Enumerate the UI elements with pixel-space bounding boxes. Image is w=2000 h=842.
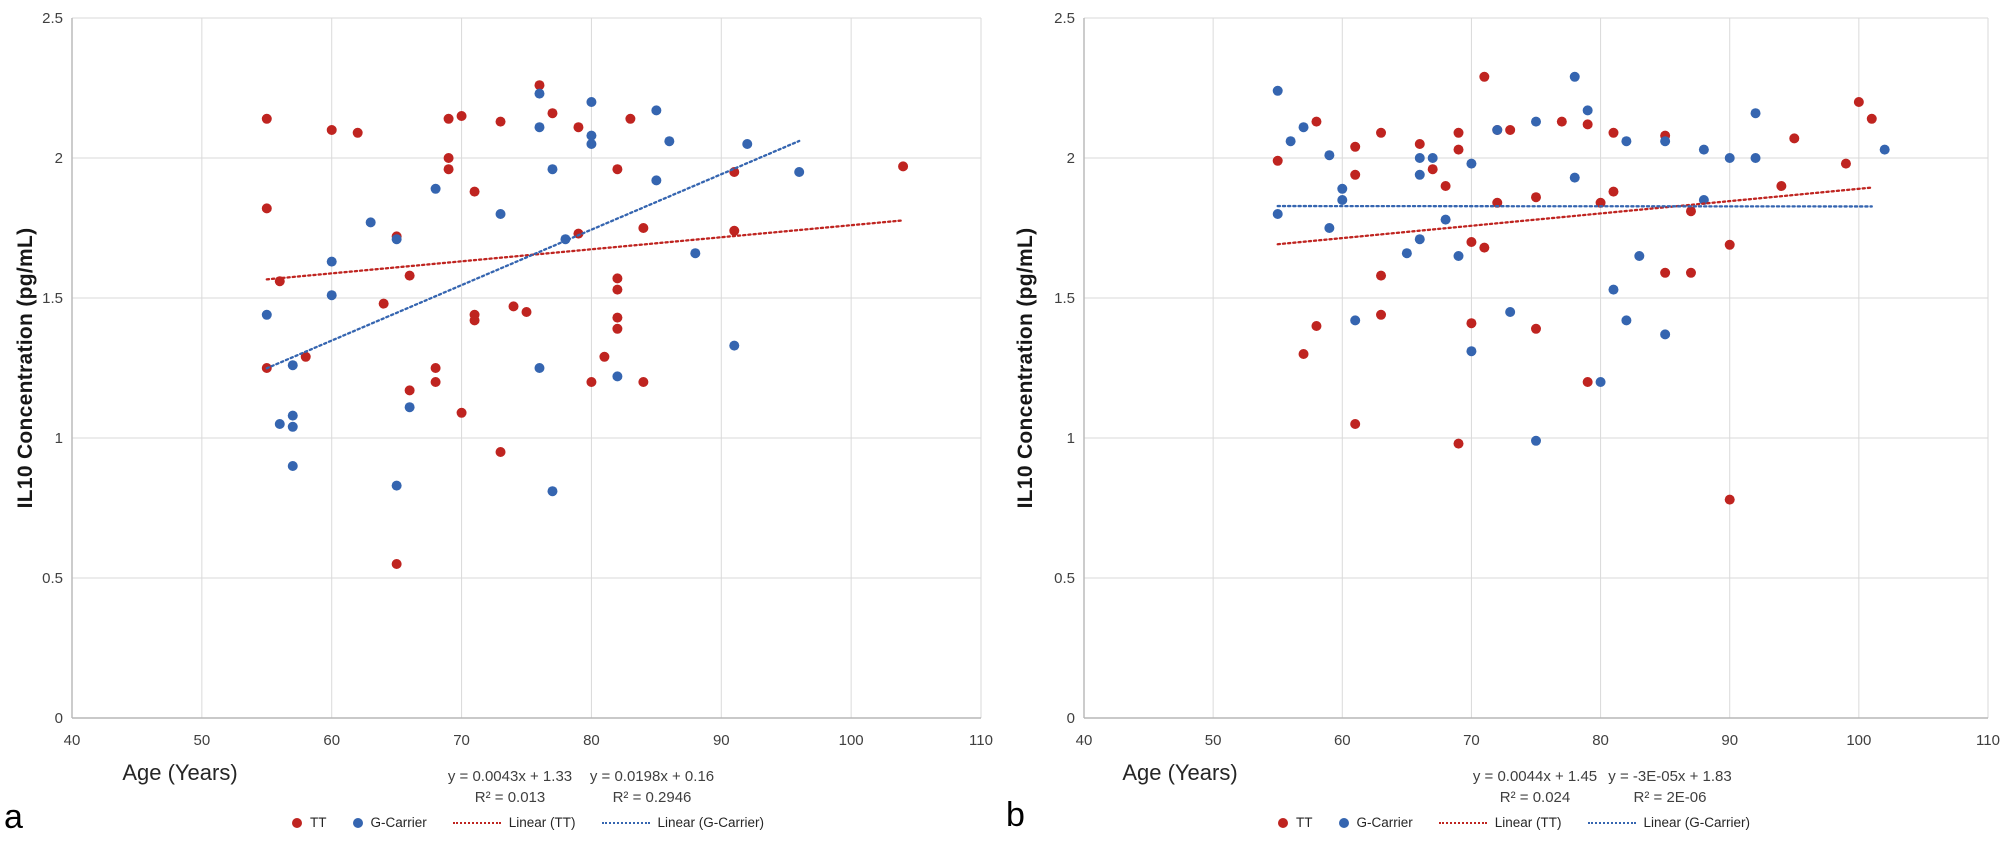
gcarrier-marker-icon bbox=[352, 817, 363, 828]
svg-text:1: 1 bbox=[55, 430, 63, 447]
svg-text:1.5: 1.5 bbox=[1054, 290, 1075, 307]
legend: TT G-Carrier Linear (TT) Linear (G-Carri… bbox=[292, 815, 764, 830]
legend-label: Linear (TT) bbox=[508, 815, 576, 830]
svg-text:90: 90 bbox=[713, 732, 730, 749]
svg-text:2.5: 2.5 bbox=[1054, 10, 1075, 27]
r-squared-text: R² = 0.024 bbox=[1499, 789, 1571, 806]
svg-text:2.5: 2.5 bbox=[42, 10, 63, 27]
svg-text:80: 80 bbox=[1592, 732, 1609, 749]
legend-label: Linear (G-Carrier) bbox=[657, 815, 765, 830]
panel-label-a: a bbox=[4, 798, 23, 836]
legend-item-tt: TT bbox=[292, 815, 327, 830]
trendline-equation-gcarrier: y = -3E-05x + 1.83 R² = 2E-06 bbox=[1580, 766, 1760, 808]
svg-text:0.5: 0.5 bbox=[1054, 570, 1075, 587]
trendline-equation-tt: y = 0.0044x + 1.45 R² = 0.024 bbox=[1445, 766, 1625, 808]
svg-text:90: 90 bbox=[1721, 732, 1738, 749]
legend-item-gcarrier: G-Carrier bbox=[352, 815, 427, 830]
tt-marker-icon bbox=[292, 817, 302, 828]
dotted-line-icon bbox=[1438, 821, 1487, 824]
x-axis-title: Age (Years) bbox=[122, 760, 238, 785]
svg-text:60: 60 bbox=[323, 732, 340, 749]
svg-text:0.5: 0.5 bbox=[42, 570, 63, 587]
dotted-line-icon bbox=[452, 821, 501, 824]
dotted-line-icon bbox=[1587, 821, 1636, 824]
equation-text: y = 0.0043x + 1.33 bbox=[447, 768, 573, 785]
legend-label: G-Carrier bbox=[1356, 815, 1413, 830]
legend-label: TT bbox=[310, 815, 327, 830]
tt-marker-icon bbox=[1278, 817, 1288, 828]
svg-text:100: 100 bbox=[1846, 732, 1871, 749]
legend-item-tt: TT bbox=[1278, 815, 1313, 830]
panel-label-b: b bbox=[1006, 796, 1025, 834]
svg-text:1: 1 bbox=[1067, 430, 1075, 447]
svg-text:110: 110 bbox=[1976, 732, 2000, 749]
legend-label: Linear (TT) bbox=[1494, 815, 1562, 830]
svg-text:2: 2 bbox=[55, 150, 63, 167]
svg-text:1.5: 1.5 bbox=[42, 290, 63, 307]
svg-text:50: 50 bbox=[1205, 732, 1222, 749]
equation-text: y = 0.0198x + 0.16 bbox=[589, 768, 715, 785]
trendline-equation-gcarrier: y = 0.0198x + 0.16 R² = 0.2946 bbox=[562, 766, 742, 808]
svg-text:100: 100 bbox=[839, 732, 864, 749]
panel-a: IL10 Concentration (pg/mL) 0 0.5 1 1.5 2 2.5 4… bbox=[4, 10, 993, 836]
legend-label: G-Carrier bbox=[370, 815, 427, 830]
equation-text: y = -3E-05x + 1.83 bbox=[1608, 768, 1732, 785]
scatter-plot-b: 0 0.5 1 1.5 2 2.5 40 50 60 70 80 90 100 110 bbox=[1054, 10, 2000, 749]
equation-text: y = 0.0044x + 1.45 bbox=[1472, 768, 1598, 785]
panel-b: IL10 Concentration (pg/mL) 0 0.5 1 1.5 2 2.5 4… bbox=[1000, 0, 2000, 842]
svg-text:60: 60 bbox=[1334, 732, 1351, 749]
r-squared-text: R² = 0.013 bbox=[474, 789, 546, 806]
gcarrier-marker-icon bbox=[1338, 817, 1349, 828]
svg-text:80: 80 bbox=[583, 732, 600, 749]
legend-item-linear-gcarrier: Linear (G-Carrier) bbox=[1587, 815, 1751, 830]
svg-text:70: 70 bbox=[1463, 732, 1480, 749]
svg-text:70: 70 bbox=[453, 732, 470, 749]
scatter-plot-a: 0 0.5 1 1.5 2 2.5 40 50 60 70 80 90 100 110 bbox=[42, 10, 993, 749]
legend-item-linear-tt: Linear (TT) bbox=[1438, 815, 1562, 830]
r-squared-text: R² = 0.2946 bbox=[612, 789, 692, 806]
svg-text:2: 2 bbox=[1067, 150, 1075, 167]
svg-text:0: 0 bbox=[1067, 710, 1075, 727]
svg-text:40: 40 bbox=[1076, 732, 1093, 749]
trendline-equation-tt: y = 0.0043x + 1.33 R² = 0.013 bbox=[420, 766, 600, 808]
dotted-line-icon bbox=[601, 821, 650, 824]
x-axis-title: Age (Years) bbox=[1122, 760, 1238, 785]
legend-label: Linear (G-Carrier) bbox=[1643, 815, 1751, 830]
svg-text:50: 50 bbox=[194, 732, 211, 749]
svg-text:0: 0 bbox=[55, 710, 63, 727]
svg-text:40: 40 bbox=[64, 732, 81, 749]
r-squared-text: R² = 2E-06 bbox=[1633, 789, 1707, 806]
legend-item-linear-tt: Linear (TT) bbox=[452, 815, 576, 830]
legend-item-linear-gcarrier: Linear (G-Carrier) bbox=[601, 815, 765, 830]
legend-item-gcarrier: G-Carrier bbox=[1338, 815, 1413, 830]
svg-text:110: 110 bbox=[969, 732, 993, 749]
legend-label: TT bbox=[1296, 815, 1313, 830]
legend: TT G-Carrier Linear (TT) Linear (G-Carri… bbox=[1278, 815, 1750, 830]
